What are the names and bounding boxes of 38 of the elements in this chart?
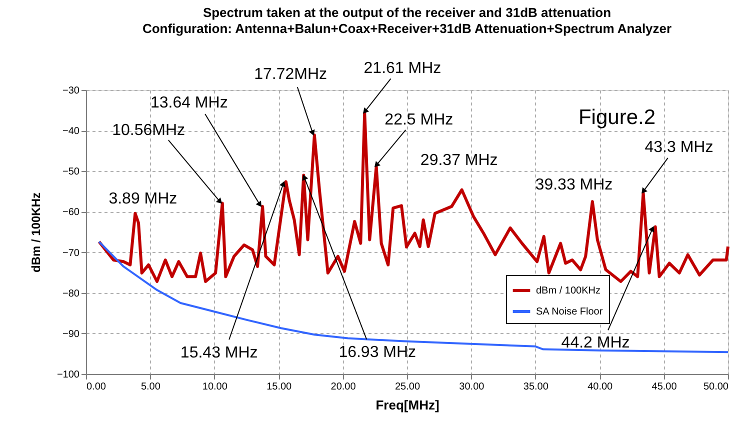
- annotation: 15.43 MHz: [180, 344, 258, 362]
- x-tick-label: 5.00: [140, 382, 161, 392]
- y-axis-title: dBm / 100KHz: [28, 192, 43, 273]
- annotation: 10.56MHz: [112, 122, 186, 140]
- annotation: 16.93 MHz: [338, 344, 416, 362]
- y-tick-label: −40: [62, 126, 80, 138]
- x-tick-label: 50.00: [703, 382, 729, 392]
- legend-label: dBm / 100KHz: [536, 286, 600, 296]
- x-tick-label: 40.00: [588, 382, 614, 392]
- annotation: 3.89 MHz: [108, 190, 178, 208]
- annotation: 22.5 MHz: [384, 112, 454, 129]
- chart-title: Spectrum taken at the output of the receiver and 31dB attenuation: [202, 5, 612, 20]
- x-tick-label: 30.00: [459, 382, 485, 392]
- y-tick-label: −90: [62, 328, 80, 340]
- annotation: 21.61 MHz: [364, 60, 442, 78]
- x-tick-label: 25.00: [394, 382, 420, 392]
- x-axis-title: Freq[MHz]: [376, 398, 440, 412]
- y-tick-label: −100: [56, 370, 80, 380]
- annotation: 13.64 MHz: [150, 94, 228, 112]
- annotation: Figure.2: [578, 106, 656, 129]
- y-tick-label: −50: [62, 166, 80, 178]
- chart-subtitle: Configuration: Antenna+Balun+Coax+Receiver+31dB Attenuation+Spectrum Analyzer: [142, 21, 672, 36]
- annotation: 44.2 MHz: [561, 334, 630, 352]
- annotation: 29.37 MHz: [420, 152, 498, 169]
- annotation: 39.33 MHz: [535, 176, 613, 194]
- y-tick-label: −60: [62, 207, 80, 218]
- x-tick-label: 15.00: [266, 382, 292, 392]
- annotation: 43.3 MHz: [644, 139, 714, 156]
- y-tick-label: −30: [62, 86, 80, 96]
- x-tick-label: 10.00: [202, 382, 228, 392]
- x-tick-label: 45.00: [652, 382, 678, 392]
- x-tick-label: 20.00: [330, 382, 356, 392]
- y-tick-label: −70: [62, 248, 80, 259]
- legend-label: SA Noise Floor: [536, 306, 604, 318]
- x-tick-label: 35.00: [523, 382, 549, 392]
- x-tick-label: 0.00: [86, 382, 106, 392]
- y-tick-label: −80: [62, 288, 80, 300]
- annotation: 17.72MHz: [254, 66, 327, 84]
